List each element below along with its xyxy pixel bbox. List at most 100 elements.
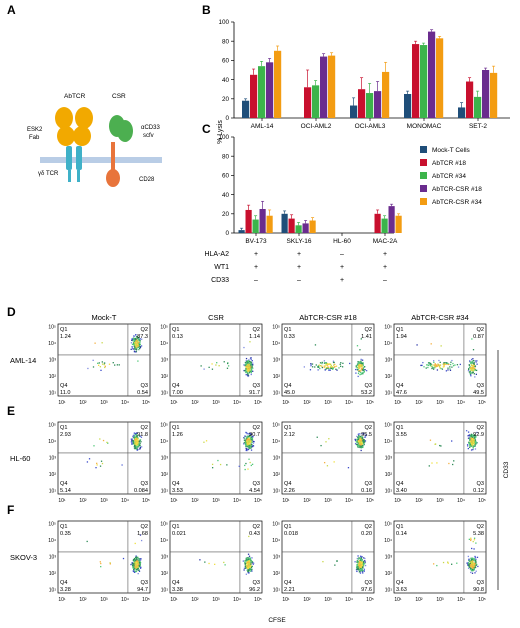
bar: [302, 223, 309, 233]
y-tick-label: 80: [222, 38, 230, 45]
category-label: OCI-AML2: [301, 123, 332, 130]
x-tick-label: 10³: [436, 400, 444, 406]
quadrant-label: Q2: [365, 524, 372, 530]
quadrant-value: 94.7: [137, 587, 148, 593]
legend-swatch: [420, 146, 427, 153]
quadrant-value: 2.26: [284, 488, 295, 494]
x-tick-label: 10²: [415, 597, 423, 603]
receptor-schematic: AbTCR CSR ESK2 Fab γδ TCR αCD33 scfv CD2…: [27, 93, 162, 187]
flow-events: [322, 555, 367, 574]
csr-receptor: [106, 115, 133, 187]
flow-events: [303, 338, 368, 378]
quadrant-label: Q3: [141, 383, 148, 389]
flow-plot-frame: [393, 421, 487, 495]
quadrant-value: 0.12: [473, 488, 484, 494]
quadrant-value: 49.5: [473, 390, 484, 396]
quadrant-label: Q1: [396, 524, 403, 530]
x-tick-label: 10²: [79, 400, 87, 406]
y-tick-label: 10³: [273, 456, 281, 462]
bar: [242, 100, 250, 118]
x-tick-label: 10⁵: [254, 400, 262, 406]
cd28-domain: [106, 169, 120, 187]
y-tick-label: 10²: [161, 472, 169, 478]
y-tick-label: 10⁵: [48, 423, 56, 429]
y-tick-label: 10⁴: [272, 538, 280, 544]
y-tick-label: 10⁴: [384, 439, 392, 445]
flow-row-label: AML-14: [10, 356, 36, 365]
quadrant-label: Q1: [172, 524, 179, 530]
quadrant-value: 0.084: [134, 488, 148, 494]
y-tick-label: 0: [225, 230, 229, 237]
y-tick-label: 10⁵: [272, 423, 280, 429]
bar: [436, 38, 444, 118]
quadrant-label: Q4: [60, 383, 67, 389]
x-tick-label: 10¹: [282, 597, 290, 603]
x-tick-label: 10⁴: [121, 597, 129, 603]
bar: [482, 70, 490, 118]
x-tick-label: 10²: [191, 498, 199, 504]
bar: [374, 91, 382, 118]
y-tick-label: 10²: [273, 472, 281, 478]
quadrant-label: Q3: [365, 481, 372, 487]
quadrant-value: 95.5: [361, 432, 372, 438]
x-tick-label: 10⁴: [121, 400, 129, 406]
quadrant-value: 1.24: [60, 334, 71, 340]
bar: [295, 225, 302, 233]
x-tick-label: 10²: [303, 400, 311, 406]
flow-events: [87, 334, 143, 372]
y-axis-label-cd33: CD33: [503, 461, 510, 478]
quadrant-label: Q1: [284, 524, 291, 530]
flow-plot-frame: [281, 421, 375, 495]
quadrant-value: 0.33: [284, 334, 295, 340]
panel-label-b: B: [202, 3, 211, 17]
y-tick-label: 10⁵: [384, 423, 392, 429]
quadrant-label: Q1: [172, 425, 179, 431]
quadrant-label: Q3: [365, 580, 372, 586]
x-tick-label: 10²: [415, 498, 423, 504]
y-tick-label: 10⁵: [160, 423, 168, 429]
x-tick-label: 10²: [303, 498, 311, 504]
x-tick-label: 10⁵: [142, 597, 150, 603]
gd-tcr-label: γδ TCR: [38, 171, 59, 177]
quadrant-value: 0.87: [473, 334, 484, 340]
quadrant-value: 53.2: [361, 390, 372, 396]
bar: [304, 87, 312, 118]
esk2-label: ESK2: [27, 127, 43, 133]
y-tick-label: 10²: [161, 374, 169, 380]
y-tick-label: 10⁴: [272, 341, 280, 347]
x-tick-label: 10⁴: [233, 597, 241, 603]
bar: [238, 230, 245, 233]
marker-value: –: [297, 277, 301, 284]
y-tick-label: 10⁵: [384, 522, 392, 528]
quadrant-value: 0.35: [60, 531, 71, 537]
quadrant-value: 0.20: [361, 531, 372, 537]
quadrant-label: Q1: [172, 327, 179, 333]
quadrant-label: Q4: [60, 481, 67, 487]
cd28-label: CD28: [139, 177, 155, 183]
flow-events: [86, 534, 143, 575]
bar: [245, 209, 252, 233]
quadrant-label: Q4: [284, 481, 291, 487]
marker-label: HLA-A2: [204, 251, 229, 258]
quadrant-value: 1.26: [172, 432, 183, 438]
y-tick-label: 10²: [385, 571, 393, 577]
flow-column-header: AbTCR-CSR #18: [299, 313, 357, 322]
x-tick-label: 10⁵: [366, 498, 374, 504]
panel-label-a: A: [7, 3, 16, 17]
x-tick-label: 10³: [324, 498, 332, 504]
quadrant-label: Q4: [284, 383, 291, 389]
quadrant-value: 7.00: [172, 390, 183, 396]
y-tick-label: 10³: [273, 555, 281, 561]
quadrant-value: 2.12: [284, 432, 295, 438]
y-tick-label: 10⁴: [272, 439, 280, 445]
tcr-tail: [77, 170, 80, 182]
flow-plot-frame: [57, 520, 151, 594]
bar: [458, 107, 466, 118]
legend-label: AbTCR #18: [432, 160, 466, 167]
quadrant-label: Q2: [141, 425, 148, 431]
bar: [358, 89, 366, 118]
bar: [420, 45, 428, 118]
quadrant-value: 3.28: [60, 587, 71, 593]
x-tick-label: 10¹: [282, 498, 290, 504]
marker-label: WT1: [214, 264, 229, 271]
